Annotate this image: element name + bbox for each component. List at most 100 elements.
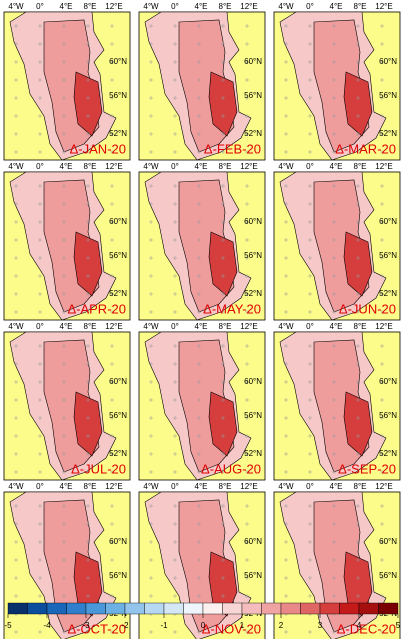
- grid-cross: [14, 292, 18, 296]
- grid-cross: [356, 398, 360, 402]
- colorbar-bin: [339, 602, 360, 615]
- grid-cross: [308, 344, 312, 348]
- grid-cross: [110, 522, 114, 526]
- grid-cross: [62, 114, 66, 118]
- grid-cross: [221, 576, 225, 580]
- grid-cross: [284, 630, 288, 634]
- grid-cross: [173, 434, 177, 438]
- grid-cross: [149, 344, 153, 348]
- grid-cross: [110, 78, 114, 82]
- grid-cross: [356, 522, 360, 526]
- grid-cross: [38, 24, 42, 28]
- grid-cross: [86, 504, 90, 508]
- grid-cross: [284, 362, 288, 366]
- contour: [73, 71, 103, 137]
- lon-label: 12°E: [375, 322, 392, 331]
- grid-cross: [62, 540, 66, 544]
- lon-label: 0°: [171, 162, 179, 171]
- grid-cross: [149, 630, 153, 634]
- grid-cross: [221, 594, 225, 598]
- lon-label: 12°E: [375, 162, 392, 171]
- grid-cross: [62, 452, 66, 456]
- grid-cross: [14, 220, 18, 224]
- lat-label: 56°N: [244, 411, 262, 420]
- grid-cross: [86, 344, 90, 348]
- grid-cross: [221, 344, 225, 348]
- grid-cross: [221, 452, 225, 456]
- grid-cross: [332, 132, 336, 136]
- colorbar-bin: [202, 602, 223, 615]
- grid-cross: [173, 576, 177, 580]
- grid-cross: [62, 310, 66, 314]
- grid-cross: [197, 184, 201, 188]
- grid-cross: [284, 42, 288, 46]
- grid-cross: [245, 362, 249, 366]
- lon-label: 0°: [36, 162, 44, 171]
- colorbar-bin: [66, 602, 87, 615]
- grid-cross: [38, 398, 42, 402]
- lat-label: 56°N: [244, 571, 262, 580]
- lon-label: 4°W: [8, 482, 24, 491]
- grid-cross: [308, 434, 312, 438]
- grid-cross: [332, 470, 336, 474]
- grid-cross: [221, 470, 225, 474]
- grid-cross: [149, 292, 153, 296]
- grid-cross: [110, 398, 114, 402]
- grid-cross: [149, 576, 153, 580]
- grid-cross: [245, 452, 249, 456]
- contour: [73, 551, 103, 617]
- lat-label: 60°N: [379, 217, 397, 226]
- colorbar-bin: [319, 602, 340, 615]
- grid-cross: [380, 522, 384, 526]
- grid-cross: [221, 380, 225, 384]
- grid-cross: [149, 132, 153, 136]
- panel-label: Δ-AUG-20: [201, 461, 261, 476]
- grid-cross: [221, 292, 225, 296]
- grid-cross: [332, 540, 336, 544]
- grid-cross: [62, 470, 66, 474]
- grid-cross: [86, 256, 90, 260]
- grid-cross: [149, 274, 153, 278]
- grid-cross: [332, 150, 336, 154]
- grid-cross: [245, 60, 249, 64]
- lon-label: 12°E: [105, 162, 122, 171]
- grid-cross: [38, 150, 42, 154]
- grid-cross: [173, 238, 177, 242]
- grid-cross: [380, 310, 384, 314]
- colorbar-bin: [222, 602, 243, 615]
- colorbar-tick-label: -1: [160, 621, 168, 630]
- grid-cross: [197, 114, 201, 118]
- grid-cross: [245, 42, 249, 46]
- grid-cross: [380, 576, 384, 580]
- grid-cross: [245, 150, 249, 154]
- lon-label: 4°E: [195, 2, 208, 11]
- grid-cross: [332, 220, 336, 224]
- grid-cross: [356, 434, 360, 438]
- grid-cross: [356, 132, 360, 136]
- contour: [343, 231, 373, 297]
- grid-cross: [284, 60, 288, 64]
- grid-cross: [308, 150, 312, 154]
- grid-cross: [38, 238, 42, 242]
- grid-cross: [197, 540, 201, 544]
- panel-label: Δ-APR-20: [67, 301, 126, 316]
- grid-cross: [14, 522, 18, 526]
- grid-cross: [86, 42, 90, 46]
- grid-cross: [86, 416, 90, 420]
- grid-cross: [221, 220, 225, 224]
- colorbar-bin: [7, 602, 28, 615]
- grid-cross: [14, 78, 18, 82]
- grid-cross: [62, 434, 66, 438]
- lon-label: 8°E: [354, 162, 367, 171]
- grid-cross: [332, 274, 336, 278]
- grid-cross: [173, 78, 177, 82]
- grid-cross: [62, 132, 66, 136]
- grid-cross: [197, 60, 201, 64]
- grid-cross: [380, 238, 384, 242]
- grid-cross: [173, 416, 177, 420]
- grid-cross: [245, 416, 249, 420]
- grid-cross: [149, 362, 153, 366]
- colorbar-tick-label: 1: [240, 621, 245, 630]
- grid-cross: [332, 380, 336, 384]
